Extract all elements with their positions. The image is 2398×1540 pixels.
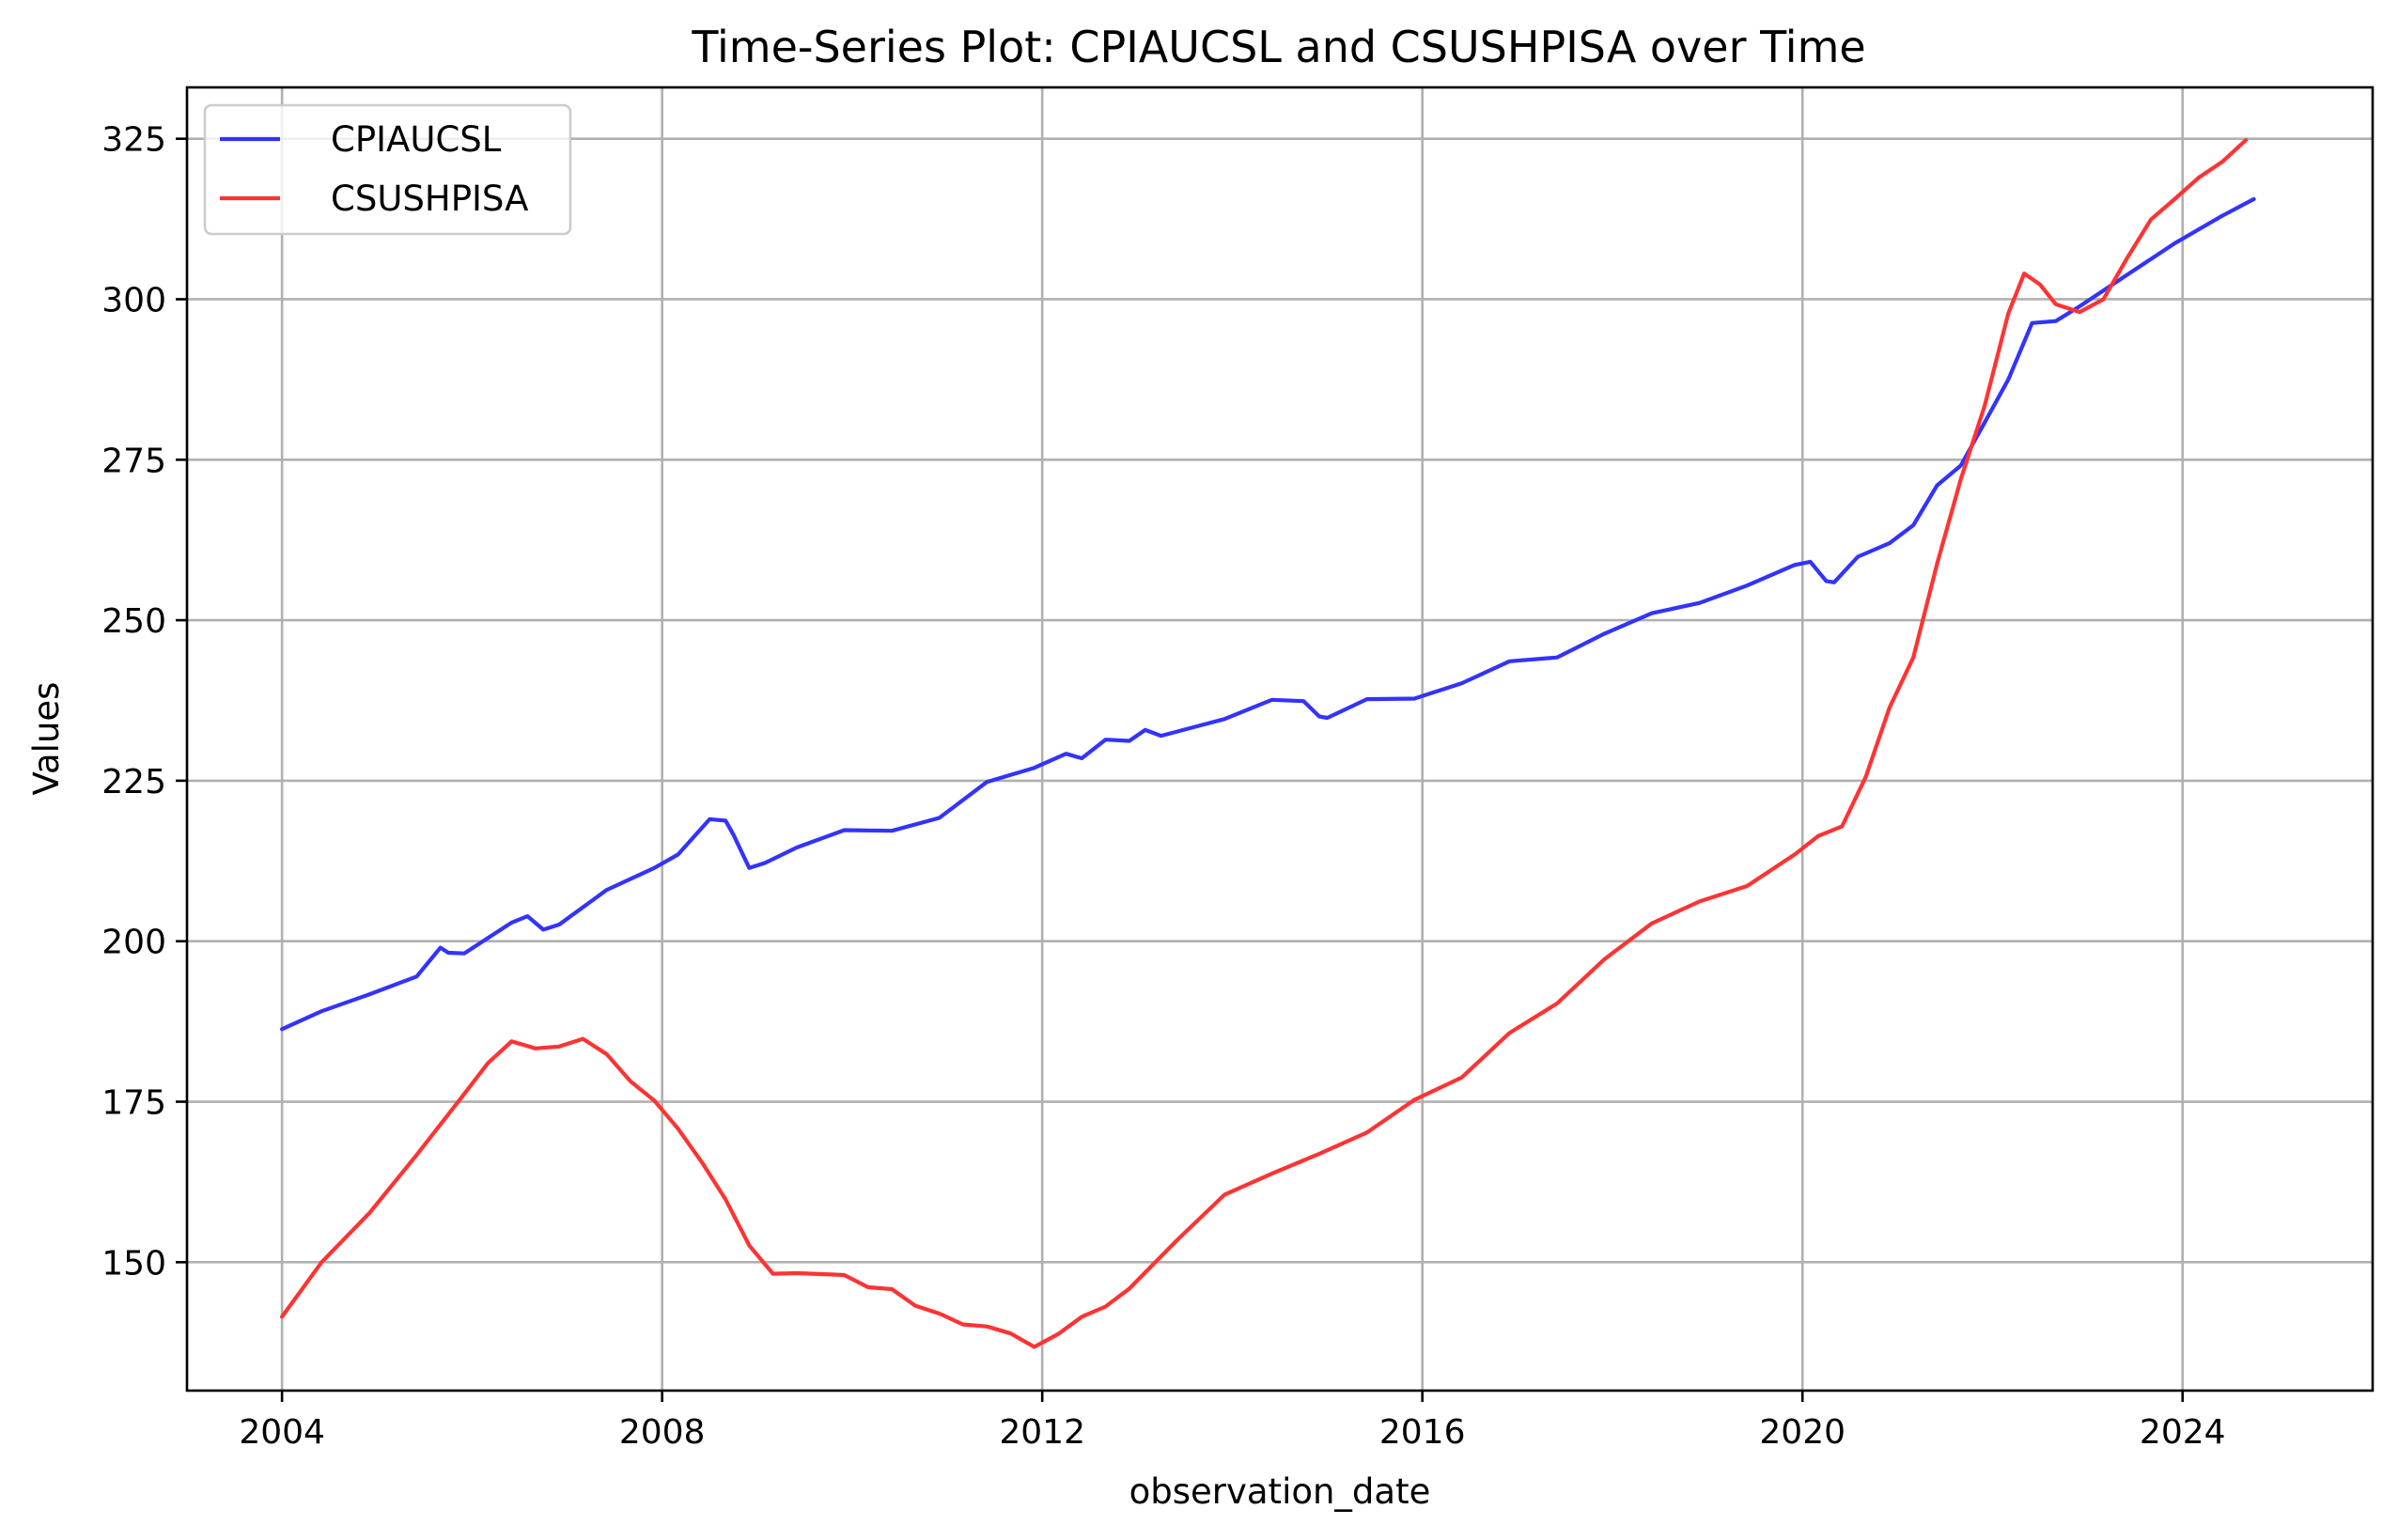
legend-label-csushpisa: CSUSHPISA [331, 179, 528, 219]
y-tick-label: 225 [101, 763, 166, 801]
y-tick-label: 200 [101, 924, 166, 962]
y-tick-label: 250 [101, 602, 166, 641]
y-tick-label: 300 [101, 281, 166, 319]
plot-frame [185, 86, 2375, 1392]
axis-ticks: 2004 2008 2012 2016 2020 2024 150 175 200 225 250 2… [101, 121, 2225, 1452]
legend: CPIAUCSL CSUSHPISA [203, 103, 572, 236]
y-tick-label: 175 [101, 1084, 166, 1123]
legend-box [203, 103, 572, 236]
y-tick-label: 275 [101, 442, 166, 480]
y-tick-label: 325 [101, 121, 166, 160]
gridlines [187, 87, 2373, 1391]
y-axis-label: Values [26, 682, 67, 796]
x-tick-label: 2020 [1759, 1413, 1845, 1452]
x-tick-label: 2012 [999, 1413, 1085, 1452]
series-lines [280, 137, 2256, 1349]
legend-label-cpiaucsl: CPIAUCSL [331, 119, 502, 160]
series-line-csushpisa [280, 137, 2249, 1349]
y-tick-label: 150 [101, 1244, 166, 1283]
x-tick-label: 2024 [2140, 1413, 2226, 1452]
x-tick-label: 2008 [619, 1413, 706, 1452]
chart-title: Time-Series Plot: CPIAUCSL and CSUSHPISA… [691, 22, 1865, 72]
series-line-cpiaucsl [280, 196, 2256, 1032]
x-tick-label: 2004 [239, 1413, 325, 1452]
x-tick-label: 2016 [1379, 1413, 1466, 1452]
x-axis-label: observation_date [1129, 1471, 1431, 1512]
